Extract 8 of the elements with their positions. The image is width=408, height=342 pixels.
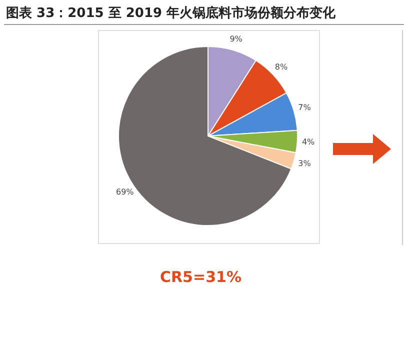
text: CR5=31% bbox=[160, 268, 242, 286]
data-label: 3% bbox=[298, 159, 312, 168]
data-label: 4% bbox=[302, 137, 316, 146]
chart-title: 图表 33：2015 至 2019 年火锅底料市场份额分布变化 bbox=[6, 4, 336, 22]
data-label: 7% bbox=[298, 103, 312, 112]
data-label: 8% bbox=[274, 62, 288, 72]
data-label: 9% bbox=[230, 34, 243, 44]
data-label: 69% bbox=[116, 188, 134, 197]
